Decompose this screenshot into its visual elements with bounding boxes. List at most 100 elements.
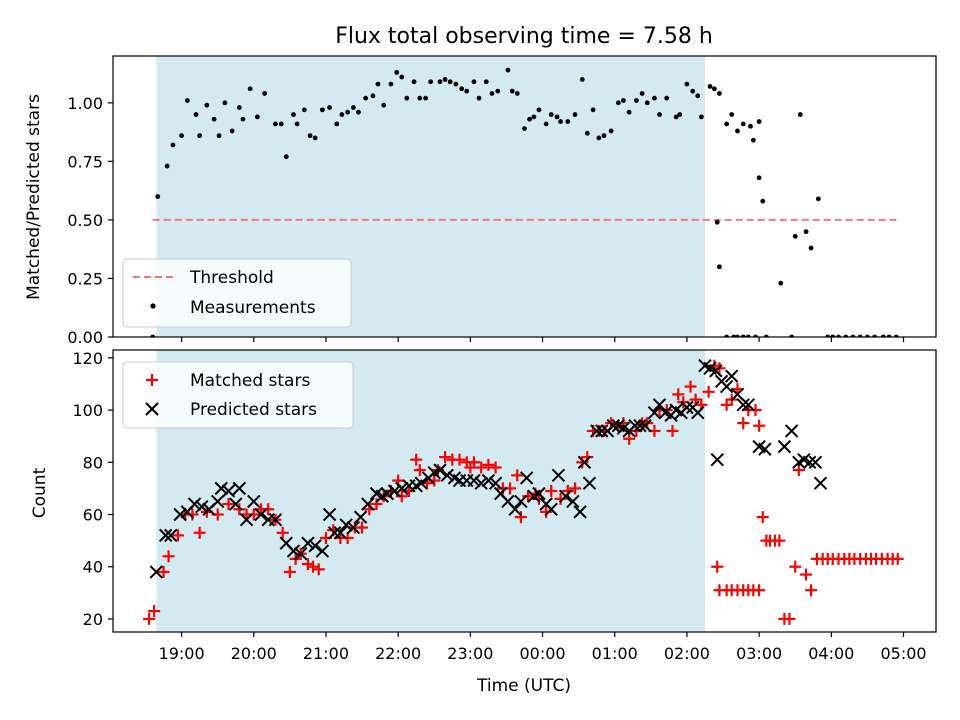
- measurement-point: [327, 105, 332, 110]
- measurement-point: [664, 95, 670, 101]
- top-panel: Flux total observing time = 7.58 h 0.000…: [24, 24, 937, 347]
- measurement-point: [714, 219, 720, 225]
- predicted-star-point: [327, 526, 342, 540]
- predicted-star-point: [293, 546, 308, 561]
- predicted-star-point: [710, 452, 724, 467]
- predicted-star-point: [628, 419, 642, 433]
- measurement-point: [351, 105, 356, 110]
- measurement-point: [536, 107, 542, 113]
- bottom-frame: [112, 349, 937, 633]
- predicted-star-point: [353, 510, 368, 524]
- measurement-point: [307, 133, 313, 139]
- xtick-label: 03:00: [736, 644, 782, 663]
- bottom-xlabel: Time (UTC): [476, 676, 571, 696]
- matched-star-point: [711, 560, 724, 573]
- predicted-star-point: [247, 494, 261, 509]
- measurement-point: [204, 102, 210, 108]
- measurement-point: [319, 107, 325, 113]
- measurement-point: [291, 112, 296, 117]
- measurement-point: [464, 88, 470, 94]
- measurement-point: [240, 116, 246, 122]
- measurement-point: [548, 112, 554, 117]
- predicted-star-point: [239, 513, 254, 527]
- bottom-ytick-label: 100: [72, 401, 103, 420]
- predicted-star-point: [573, 505, 587, 519]
- bottom-legend: Matched stars Predicted stars: [122, 361, 354, 429]
- measurement-point: [394, 69, 400, 75]
- matched-star-point: [672, 388, 685, 401]
- predicted-star-point: [301, 536, 315, 550]
- matched-star-point: [233, 503, 246, 516]
- measurement-point: [717, 264, 722, 270]
- measurement-point: [808, 245, 814, 251]
- bottom-ytick-label: 60: [83, 506, 103, 525]
- predicted-star-point: [589, 424, 604, 438]
- predicted-star-point: [544, 502, 558, 516]
- measurement-point: [345, 109, 351, 115]
- matched-star-point: [222, 498, 235, 511]
- top-frame: [112, 55, 937, 338]
- legend-measurements-marker: [150, 303, 156, 309]
- matched-star-point: [702, 385, 715, 398]
- predicted-star-point: [719, 379, 734, 394]
- measurement-point: [236, 105, 242, 110]
- top-ytick-label: 0.50: [67, 211, 103, 230]
- matched-star-point: [554, 492, 567, 505]
- predicted-star-point: [802, 455, 817, 469]
- measurement-point: [193, 112, 199, 117]
- xtick-label: 04:00: [808, 644, 854, 663]
- predicted-star-point: [474, 476, 488, 490]
- measurement-point: [476, 95, 482, 101]
- xtick-label: 19:00: [159, 644, 205, 663]
- top-ytick-label: 0.75: [67, 152, 103, 171]
- predicted-star-point: [210, 494, 225, 509]
- predicted-star-point: [514, 494, 528, 509]
- measurement-point: [505, 67, 511, 73]
- top-ylabel: Matched/Predicted stars: [24, 94, 44, 300]
- predicted-star-point: [566, 494, 580, 509]
- matched-star-point: [666, 424, 679, 437]
- measurement-point: [262, 91, 268, 96]
- measurement-point: [677, 112, 683, 117]
- measurement-point: [294, 121, 300, 127]
- measurement-point: [471, 79, 477, 85]
- matched-star-point: [805, 584, 818, 597]
- measurement-point: [750, 137, 756, 143]
- predicted-star-point: [606, 419, 621, 433]
- measurement-point: [596, 135, 602, 141]
- predicted-star-point: [214, 481, 228, 496]
- matched-star-point: [684, 380, 697, 393]
- matched-star-point: [162, 550, 175, 563]
- measurement-point: [164, 163, 170, 169]
- matched-star-point: [756, 511, 769, 524]
- legend-threshold-label: Threshold: [189, 268, 274, 288]
- matched-star-point: [489, 461, 502, 474]
- predicted-star-point: [308, 539, 322, 553]
- measurement-point: [527, 116, 532, 122]
- measurement-point: [381, 102, 387, 108]
- predicted-star-point: [558, 489, 573, 503]
- measurement-point: [514, 91, 520, 96]
- measurement-point: [489, 91, 495, 96]
- measurement-point: [644, 100, 650, 106]
- measurement-point: [404, 95, 410, 101]
- measurement-point: [312, 135, 318, 141]
- measurement-point: [657, 112, 662, 117]
- predicted-star-point: [577, 455, 592, 469]
- measurement-point: [815, 196, 821, 202]
- predicted-star-point: [173, 507, 187, 522]
- top-title: Flux total observing time = 7.58 h: [335, 24, 713, 49]
- measurement-point: [590, 107, 596, 113]
- measurement-point: [495, 88, 501, 94]
- measurement-point: [375, 81, 381, 87]
- predicted-star-point: [777, 439, 792, 454]
- top-ytick-label: 0.25: [67, 269, 103, 288]
- predicted-star-point: [440, 468, 454, 483]
- measurement-point: [748, 123, 753, 129]
- bottom-ytick-label: 120: [72, 349, 103, 368]
- predicted-star-point: [387, 484, 402, 498]
- predicted-star-point: [395, 481, 409, 496]
- matched-star-point: [262, 503, 275, 516]
- matched-star-point: [540, 505, 553, 518]
